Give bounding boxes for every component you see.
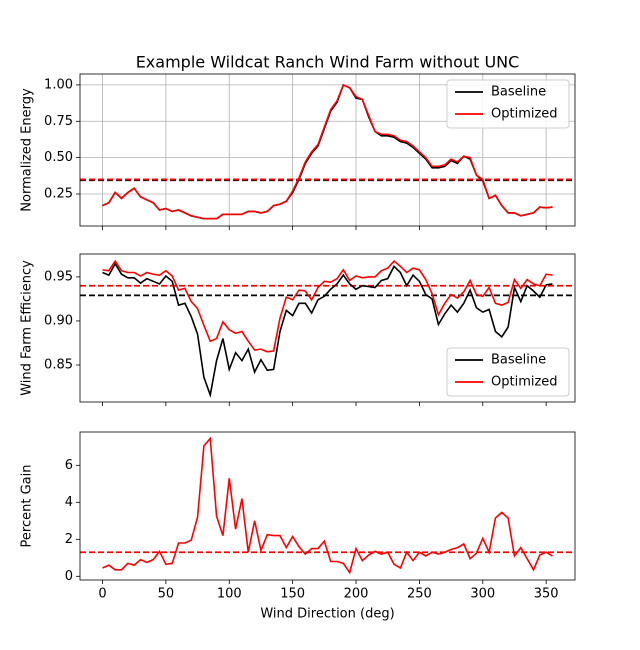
y-tick-label: 1.00 bbox=[44, 77, 73, 92]
x-tick-label: 300 bbox=[470, 587, 495, 602]
y-axis-label: Percent Gain bbox=[20, 465, 35, 548]
y-tick-label: 2 bbox=[65, 532, 73, 547]
y-tick-label: 0 bbox=[65, 569, 73, 584]
legend-label: Baseline bbox=[491, 85, 546, 100]
plot-frame bbox=[79, 431, 576, 581]
legend-label: Baseline bbox=[491, 353, 546, 368]
legend-label: Optimized bbox=[491, 107, 558, 122]
x-tick-label: 250 bbox=[407, 587, 432, 602]
x-tick-label: 200 bbox=[344, 587, 369, 602]
data-line bbox=[102, 262, 553, 399]
chart-title: Example Wildcat Ranch Wind Farm without … bbox=[136, 53, 520, 72]
plot-frame bbox=[79, 253, 576, 403]
y-tick-label: 0.90 bbox=[44, 313, 73, 328]
x-tick-label: 150 bbox=[280, 587, 305, 602]
y-tick-label: 0.95 bbox=[44, 269, 73, 284]
y-axis-label: Wind Farm Efficiency bbox=[20, 260, 35, 396]
x-tick-label: 100 bbox=[217, 587, 242, 602]
data-line bbox=[102, 259, 553, 353]
x-tick-label: 350 bbox=[534, 587, 559, 602]
data-line bbox=[102, 436, 553, 575]
x-tick-label: 0 bbox=[98, 587, 106, 602]
x-axis-label: Wind Direction (deg) bbox=[260, 607, 394, 622]
x-tick-label: 50 bbox=[158, 587, 175, 602]
y-tick-label: 0.50 bbox=[44, 150, 73, 165]
plot-frame bbox=[79, 73, 576, 227]
legend: Baseline Optimized bbox=[446, 347, 570, 397]
data-line bbox=[102, 83, 553, 220]
y-tick-label: 0.75 bbox=[44, 114, 73, 129]
y-tick-label: 6 bbox=[65, 458, 73, 473]
y-tick-label: 0.85 bbox=[44, 358, 73, 373]
legend: Baseline Optimized bbox=[446, 79, 570, 129]
y-axis-label: Normalized Energy bbox=[20, 88, 35, 212]
legend-label: Optimized bbox=[491, 375, 558, 390]
y-tick-label: 0.25 bbox=[44, 187, 73, 202]
y-tick-label: 4 bbox=[65, 495, 73, 510]
